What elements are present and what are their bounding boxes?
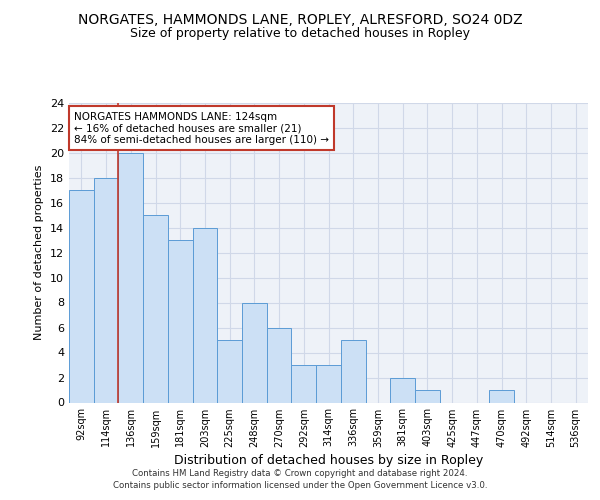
Bar bbox=[267, 328, 292, 402]
Bar bbox=[242, 302, 267, 402]
Bar bbox=[193, 228, 217, 402]
Text: Size of property relative to detached houses in Ropley: Size of property relative to detached ho… bbox=[130, 28, 470, 40]
Bar bbox=[118, 152, 143, 402]
Bar bbox=[168, 240, 193, 402]
Text: NORGATES, HAMMONDS LANE, ROPLEY, ALRESFORD, SO24 0DZ: NORGATES, HAMMONDS LANE, ROPLEY, ALRESFO… bbox=[77, 12, 523, 26]
Bar bbox=[217, 340, 242, 402]
Bar bbox=[143, 215, 168, 402]
Text: NORGATES HAMMONDS LANE: 124sqm
← 16% of detached houses are smaller (21)
84% of : NORGATES HAMMONDS LANE: 124sqm ← 16% of … bbox=[74, 112, 329, 144]
Y-axis label: Number of detached properties: Number of detached properties bbox=[34, 165, 44, 340]
Text: Contains HM Land Registry data © Crown copyright and database right 2024.: Contains HM Land Registry data © Crown c… bbox=[132, 468, 468, 477]
X-axis label: Distribution of detached houses by size in Ropley: Distribution of detached houses by size … bbox=[174, 454, 483, 467]
Bar bbox=[292, 365, 316, 403]
Text: Contains public sector information licensed under the Open Government Licence v3: Contains public sector information licen… bbox=[113, 481, 487, 490]
Bar bbox=[390, 378, 415, 402]
Bar bbox=[94, 178, 118, 402]
Bar bbox=[316, 365, 341, 403]
Bar bbox=[341, 340, 365, 402]
Bar bbox=[415, 390, 440, 402]
Bar bbox=[489, 390, 514, 402]
Bar bbox=[69, 190, 94, 402]
